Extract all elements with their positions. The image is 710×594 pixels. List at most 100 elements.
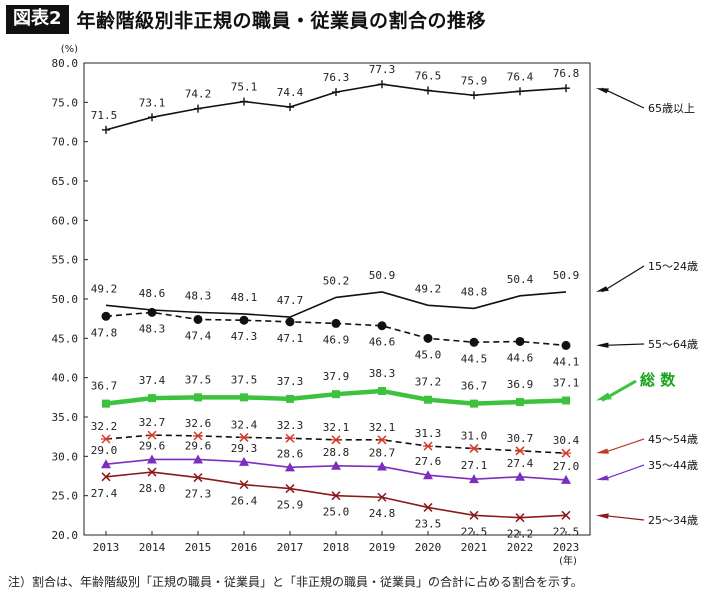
data-point: [240, 97, 248, 106]
callout-line: [601, 87, 645, 109]
data-point: [423, 441, 433, 451]
data-point: [423, 333, 433, 343]
data-label: 77.3: [369, 63, 396, 76]
data-label: 32.7: [139, 416, 166, 429]
data-label: 22.2: [507, 528, 534, 541]
data-label: 28.8: [323, 446, 350, 459]
data-label: 32.1: [323, 421, 350, 434]
data-point: [377, 492, 387, 502]
data-point: [332, 88, 340, 97]
x-tick-label: 2021: [461, 541, 488, 554]
y-tick-label: 60.0: [52, 214, 79, 227]
data-label: 47.7: [277, 294, 304, 307]
data-point: [239, 315, 249, 325]
data-label: 24.8: [369, 507, 396, 520]
data-label: 48.8: [461, 285, 488, 298]
data-point: [331, 435, 341, 445]
data-label: 50.2: [323, 274, 350, 287]
data-point: [102, 125, 110, 134]
data-point: [101, 311, 111, 321]
data-label: 48.3: [185, 289, 212, 302]
callout-line: [601, 343, 645, 347]
data-label: 44.1: [553, 355, 580, 368]
data-label: 37.3: [277, 375, 304, 388]
data-label: 48.1: [231, 291, 258, 304]
data-point: [562, 84, 570, 93]
data-label: 32.3: [277, 419, 304, 432]
data-label: 31.3: [415, 427, 442, 440]
data-point: [515, 471, 525, 481]
data-point: [424, 86, 432, 95]
data-point: [147, 467, 157, 477]
data-label: 32.6: [185, 417, 212, 430]
y-tick-label: 30.0: [52, 450, 79, 463]
y-tick-label: 35.0: [52, 411, 79, 424]
data-label: 27.4: [507, 457, 534, 470]
callout-arrow: [596, 392, 612, 401]
data-label: 47.3: [231, 330, 258, 343]
data-point: [286, 103, 294, 112]
data-label: 50.9: [369, 269, 396, 282]
data-point: [377, 321, 387, 331]
data-label: 50.9: [553, 269, 580, 282]
y-tick-label: 40.0: [52, 372, 79, 385]
x-tick-label: 2020: [415, 541, 442, 554]
data-point: [193, 431, 203, 441]
data-label: 48.6: [139, 287, 166, 300]
data-label: 76.8: [553, 67, 580, 80]
data-point: [286, 394, 294, 403]
y-tick-label: 45.0: [52, 332, 79, 345]
data-label: 32.4: [231, 418, 258, 431]
callout-line: [601, 438, 645, 454]
data-label: 37.4: [139, 374, 166, 387]
data-label: 27.1: [461, 459, 488, 472]
data-label: 44.6: [507, 351, 534, 364]
series-name-label: 35〜44歳: [648, 459, 698, 472]
data-point: [378, 80, 386, 89]
data-label: 38.3: [369, 367, 396, 380]
data-label: 27.0: [553, 460, 580, 473]
series-name-label: 45〜54歳: [648, 433, 698, 446]
data-label: 49.2: [91, 282, 118, 295]
data-label: 28.7: [369, 447, 396, 460]
data-point: [194, 393, 202, 402]
data-label: 27.6: [415, 455, 442, 468]
data-point: [469, 443, 479, 453]
data-point: [561, 474, 571, 484]
x-tick-label: 2014: [139, 541, 166, 554]
data-point: [239, 480, 249, 490]
data-label: 28.0: [139, 482, 166, 495]
data-label: 71.5: [91, 109, 118, 122]
data-point: [285, 484, 295, 494]
x-axis-unit: (年): [559, 554, 577, 567]
data-point: [423, 502, 433, 512]
data-label: 46.6: [369, 336, 396, 349]
footnote: 注）割合は、年齢階級別「正規の職員・従業員」と「非正規の職員・従業員」の合計に占…: [8, 575, 583, 589]
data-label: 37.5: [231, 373, 258, 386]
data-label: 36.7: [461, 380, 488, 393]
data-label: 48.3: [139, 322, 166, 335]
data-label: 76.3: [323, 71, 350, 84]
data-point: [424, 395, 432, 404]
data-label: 30.4: [553, 434, 580, 447]
y-tick-label: 55.0: [52, 254, 79, 267]
series-name-label: 総 数: [640, 371, 676, 389]
data-point: [515, 446, 525, 456]
data-point: [516, 398, 524, 407]
data-point: [147, 430, 157, 440]
callout-arrow: [596, 342, 609, 348]
callout-arrow: [596, 88, 609, 94]
data-label: 27.4: [91, 487, 118, 500]
data-point: [515, 513, 525, 523]
x-tick-label: 2022: [507, 541, 534, 554]
data-point: [194, 104, 202, 113]
x-tick-label: 2019: [369, 541, 396, 554]
data-point: [423, 470, 433, 480]
data-label: 25.9: [277, 499, 304, 512]
series-name-label: 55〜64歳: [648, 338, 698, 351]
data-label: 31.0: [461, 429, 488, 442]
data-label: 30.7: [507, 432, 534, 445]
y-tick-label: 80.0: [52, 57, 79, 70]
data-label: 36.9: [507, 378, 534, 391]
data-label: 74.2: [185, 88, 212, 101]
